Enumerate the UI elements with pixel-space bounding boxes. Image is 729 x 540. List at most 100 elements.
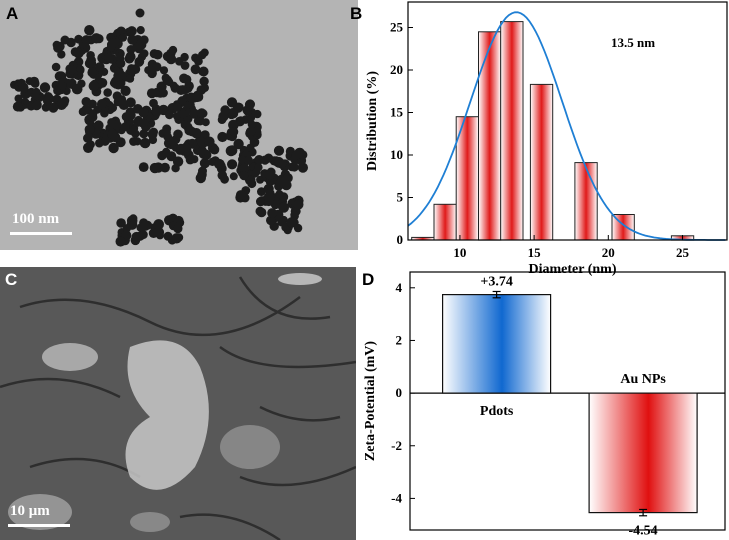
nanoparticle [199,158,210,169]
nanoparticle [32,100,42,111]
nanoparticle [125,97,136,108]
nanoparticle [198,66,209,77]
value-label: -4.54 [629,524,658,539]
nanoparticle [277,218,286,227]
nanoparticle [277,159,287,169]
tem-micrograph: 100 nm [0,0,358,250]
nanoparticle [239,171,249,181]
nanoparticle [86,59,97,69]
nanoparticle [58,81,67,91]
panel-letter-c: C [5,270,18,289]
nanoparticle [263,191,275,203]
y-tick-label: 2 [396,332,403,347]
nanoparticle [168,45,178,55]
nanoparticle [162,75,172,85]
nanoparticle [139,230,148,240]
nanoparticle [146,88,157,99]
nanoparticle [227,108,239,119]
nanoparticle [126,26,137,37]
tem-particles [10,8,308,247]
nanoparticle [88,99,97,109]
surface-features [0,273,356,540]
value-label: +3.74 [480,275,512,290]
nanoparticle [244,155,253,165]
nanoparticle [256,175,265,184]
nanoparticle [160,162,170,173]
histogram-bar [478,31,502,241]
histogram-bar [433,203,457,241]
plot-frame [407,1,728,241]
y-tick-label: 15 [390,105,404,120]
nanoparticle [174,233,184,242]
nanoparticle [172,102,183,112]
nanoparticle [108,38,119,48]
nanoparticle [32,87,41,97]
nanoparticle [103,88,112,97]
nanoparticle [156,81,167,92]
zeta-potential-chart: +3.74 Pdots -4.54 Au NPs -4 -2 0 2 4 Zeta-Potenti… [363,271,726,539]
nanoparticle [239,163,250,174]
zeta-bar [441,294,552,394]
nanoparticle [97,78,108,88]
nanoparticle [273,145,285,156]
nanoparticle [153,227,165,238]
size-distribution-chart: 10 15 20 25 0 5 10 15 20 25 Diameter (nm) Distribut… [365,1,728,277]
mean-size-annotation: 13.5 nm [611,35,655,50]
nanoparticle [247,120,256,129]
nanoparticle [125,110,136,121]
nanoparticle [152,107,162,117]
nanoparticle [51,62,61,72]
nanoparticle [116,218,126,228]
surface-crack [19,295,301,337]
nanoparticle [217,170,228,181]
nanoparticle [275,177,287,189]
surface-crack [29,457,141,479]
nanoparticle [88,112,98,122]
nanoparticle [159,66,169,75]
nanoparticle [148,135,158,145]
nanoparticle [194,56,203,66]
nanoparticle [127,64,136,73]
nanoparticle [95,62,105,72]
nanoparticle [83,142,94,153]
histogram-plot [407,11,726,241]
nanoparticle [149,162,161,174]
histogram-bar [574,162,598,241]
nanoparticle [109,79,119,88]
sem-surface [0,273,356,540]
nanoparticle [96,99,108,110]
scale-label-c: 10 μm [10,503,50,519]
nanoparticle [283,226,292,235]
nanoparticle [107,129,118,140]
panel-letter-a: A [6,4,19,23]
nanoparticle [217,131,228,143]
y-tick-label: -4 [391,490,402,505]
zeta-bar [588,392,698,514]
surface-crack [239,465,356,487]
nanoparticle [171,164,180,173]
nanoparticle [254,163,263,172]
nanoparticle [178,85,188,95]
nanoparticle [118,33,128,42]
nanoparticle [178,109,188,119]
x-tick-label: 15 [528,245,542,260]
surface-crack [259,405,341,422]
surface-crack [179,513,281,540]
nanoparticle [140,220,151,231]
plot-frame [409,271,726,531]
nanoparticle [235,190,246,200]
y-tick-label: 4 [396,280,403,295]
bright-aggregate [125,340,209,490]
nanoparticle [135,8,145,18]
nanoparticle [125,51,136,62]
nanoparticle [162,147,171,156]
nanoparticle [229,172,238,181]
x-tick-label: 25 [676,245,690,260]
nanoparticle [93,120,104,131]
nanoparticle [71,83,83,95]
y-tick-label: 0 [397,232,404,247]
nanoparticle [177,96,187,105]
nanoparticle [152,49,163,60]
nanoparticle [67,65,77,75]
y-tick-label: 10 [390,147,403,162]
